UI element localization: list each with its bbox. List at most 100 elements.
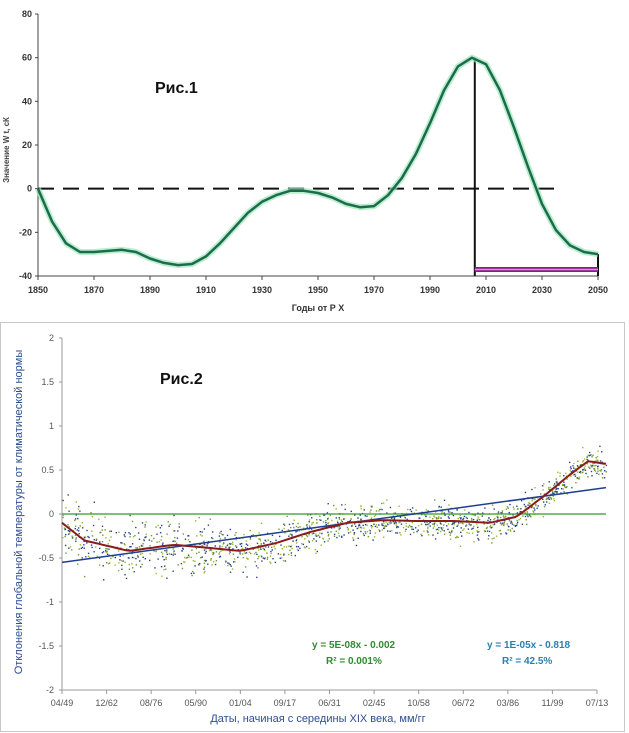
figure-2-scatter-point xyxy=(279,557,281,559)
figure-2-scatter-point xyxy=(522,515,524,517)
figure-2-scatter-point xyxy=(372,539,374,541)
figure-2-scatter-point xyxy=(400,534,402,536)
figure-2-scatter-point xyxy=(308,521,310,523)
figure-2-scatter-point xyxy=(488,535,490,537)
figure-2-scatter-point xyxy=(405,522,407,525)
figure-2-scatter-point xyxy=(155,550,157,553)
figure-2-scatter-point xyxy=(101,525,104,527)
figure-2-scatter-point xyxy=(256,576,258,579)
figure-2-scatter-point xyxy=(259,540,262,542)
figure-2-scatter-point xyxy=(532,510,534,512)
figure-2-scatter-point xyxy=(534,509,536,511)
figure-2-scatter-point xyxy=(413,512,416,514)
figure-2-scatter-point xyxy=(333,504,335,507)
figure-2-scatter-point xyxy=(432,527,435,529)
figure-2-scatter-point xyxy=(504,515,507,517)
figure-2-scatter-point xyxy=(466,532,468,534)
figure-2-scatter-point xyxy=(208,549,211,552)
figure-2-scatter-point xyxy=(258,532,260,534)
figure-2-scatter-point xyxy=(546,497,548,499)
figure-2-scatter-point xyxy=(516,505,518,507)
figure-2-scatter-point xyxy=(363,534,365,537)
figure-2-scatter-point xyxy=(327,540,329,542)
figure-2-scatter-point xyxy=(131,563,133,565)
figure-2-scatter-point xyxy=(438,506,440,508)
figure-2-scatter-point xyxy=(221,549,224,552)
figure-2-scatter-point xyxy=(182,547,184,549)
figure-2-scatter-point xyxy=(273,545,275,548)
figure-2-scatter-point xyxy=(379,508,381,511)
figure-2-scatter-point xyxy=(162,555,164,558)
figure-2-scatter-point xyxy=(412,528,415,531)
figure-2-scatter-point xyxy=(589,454,591,456)
figure-2-scatter-point xyxy=(199,543,201,545)
figure-2-scatter-point xyxy=(200,557,202,559)
figure-2-scatter-point xyxy=(493,518,495,521)
figure-2-scatter-point xyxy=(262,557,265,559)
figure-2-scatter-point xyxy=(267,546,270,548)
figure-2-scatter-point xyxy=(514,525,517,527)
figure-2-scatter-point xyxy=(275,539,277,541)
figure-2-scatter-point xyxy=(172,570,174,572)
figure-2-scatter-point xyxy=(425,509,428,511)
figure-2-scatter-point xyxy=(80,547,83,550)
figure-2-y-tick-label: -1 xyxy=(46,597,54,607)
figure-2-scatter-point xyxy=(162,542,164,544)
figure-2-scatter-point xyxy=(441,512,443,514)
figure-2-scatter-point xyxy=(221,545,223,548)
figure-2-annotation-blue-equation: y = 1E-05x - 0.818 xyxy=(487,640,571,651)
figure-2-scatter-point xyxy=(585,472,587,475)
figure-2-scatter-point xyxy=(471,532,474,534)
figure-2-x-tick-label: 04/49 xyxy=(51,698,74,708)
figure-2-scatter-point xyxy=(531,505,534,508)
figure-2-scatter-point xyxy=(69,532,71,534)
figure-2-scatter-point xyxy=(508,520,511,522)
figure-2-scatter-point xyxy=(75,514,77,516)
figure-2-scatter-point xyxy=(458,516,461,519)
figure-2-scatter-point xyxy=(338,535,340,537)
figure-2-scatter-point xyxy=(491,526,493,528)
figure-2-scatter-point xyxy=(469,524,471,527)
figure-2-scatter-point xyxy=(242,571,244,573)
figure-2-scatter-point xyxy=(527,504,529,506)
figure-2-scatter-point xyxy=(290,526,292,529)
figure-2-scatter-point xyxy=(457,536,459,539)
figure-2-scatter-point xyxy=(239,553,241,555)
figure-2-scatter-point xyxy=(243,551,245,553)
figure-2-scatter-point xyxy=(224,537,226,539)
figure-2-scatter-point xyxy=(337,526,339,528)
figure-2-scatter-point xyxy=(71,549,73,551)
figure-2-scatter-point xyxy=(504,520,506,522)
figure-2-scatter-point xyxy=(202,540,205,543)
figure-2-scatter-point xyxy=(258,555,260,558)
figure-2-y-tick-label: 0 xyxy=(49,509,54,519)
figure-2-scatter-point xyxy=(556,482,558,484)
figure-2-scatter-point xyxy=(491,532,493,534)
figure-2-scatter-point xyxy=(74,518,77,520)
figure-1-x-tick-label: 1870 xyxy=(84,285,104,295)
figure-2-scatter-point xyxy=(252,534,254,536)
figure-2-scatter-point xyxy=(358,525,360,527)
figure-2-scatter-point xyxy=(565,472,567,475)
figure-2-scatter-point xyxy=(196,552,198,555)
figure-2-scatter-point xyxy=(559,472,561,474)
figure-2-scatter-point xyxy=(192,570,194,573)
figure-2-scatter-point xyxy=(446,525,448,527)
figure-2-scatter-point xyxy=(110,536,112,538)
figure-2-scatter-point xyxy=(150,534,153,537)
figure-2-scatter-point xyxy=(250,552,252,555)
figure-2-scatter-point xyxy=(518,519,520,521)
figure-2-scatter-point xyxy=(270,550,272,553)
figure-2-scatter-point xyxy=(524,491,527,494)
figure-2-scatter-point xyxy=(485,527,488,530)
figure-2-scatter-point xyxy=(144,524,146,526)
figure-2-scatter-point xyxy=(586,458,588,461)
figure-2-scatter-point xyxy=(438,516,440,518)
figure-2-scatter-point xyxy=(557,471,559,474)
figure-2-scatter-point xyxy=(463,509,466,511)
figure-2-scatter-point xyxy=(438,529,440,531)
figure-2-scatter-point xyxy=(68,533,70,535)
figure-2-scatter-point xyxy=(418,525,420,527)
figure-2-scatter-point xyxy=(595,464,597,467)
figure-2-scatter-point xyxy=(165,558,167,560)
